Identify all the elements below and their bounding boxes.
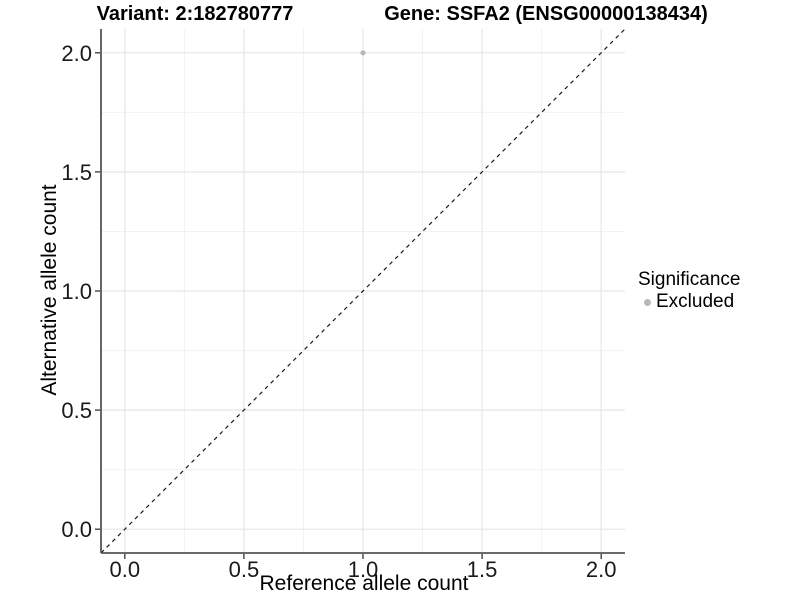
legend-title: Significance	[638, 269, 741, 290]
data-point-excluded	[360, 50, 366, 56]
x-tick-label: 0.5	[229, 557, 260, 582]
y-axis-title: Alternative allele count	[38, 184, 61, 396]
legend-entry-excluded: Excluded	[638, 292, 740, 312]
x-tick-label: 2.0	[586, 557, 617, 582]
legend: Significance Excluded	[638, 268, 740, 312]
x-axis-title: Reference allele count	[259, 572, 469, 595]
x-tick-label: 1.0	[348, 557, 379, 582]
y-tick-label: 2.0	[61, 41, 92, 66]
y-tick-label: 1.5	[61, 160, 92, 185]
y-tick-label: 1.0	[61, 279, 92, 304]
x-tick-label: 1.5	[467, 557, 498, 582]
plot-title-variant: Variant: 2:182780777	[96, 3, 294, 25]
legend-entry-label: Excluded	[656, 291, 735, 312]
y-tick-label: 0.5	[61, 398, 92, 423]
legend-point-marker-icon	[644, 298, 651, 306]
y-tick-label: 0.0	[61, 517, 92, 542]
x-tick-label: 0.0	[110, 557, 141, 582]
plot-title-gene: Gene: SSFA2 (ENSG00000138434)	[384, 3, 708, 25]
identity-reference-line	[100, 28, 626, 554]
